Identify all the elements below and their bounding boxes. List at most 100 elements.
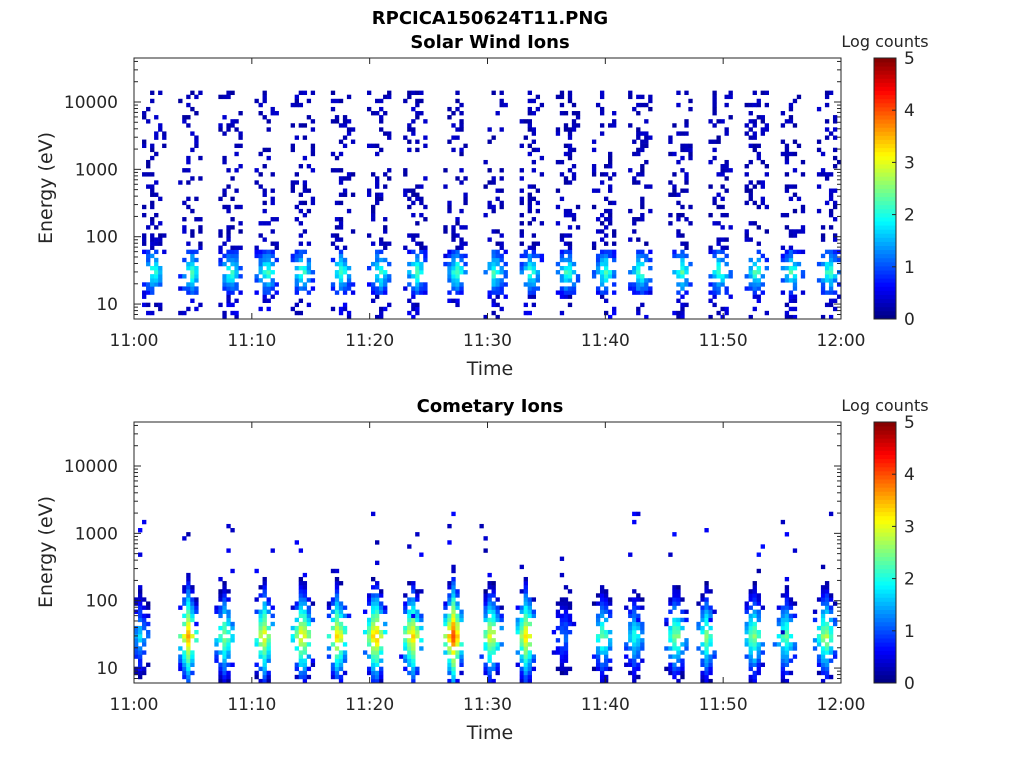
heatmap-cell — [375, 192, 380, 197]
heatmap-cell — [338, 253, 344, 259]
heatmap-cell — [186, 629, 191, 635]
heatmap-cell — [234, 286, 239, 291]
heatmap-cell — [776, 642, 782, 647]
colorbar-swatch — [874, 658, 896, 664]
heatmap-cell — [330, 98, 336, 104]
heatmap-cell — [644, 314, 649, 320]
heatmap-cell — [764, 90, 769, 96]
heatmap-cell — [138, 613, 143, 619]
heatmap-cell — [780, 650, 786, 655]
heatmap-cell — [539, 102, 545, 108]
heatmap-cell — [254, 597, 259, 602]
heatmap-cell — [342, 115, 348, 120]
heatmap-cell — [451, 265, 456, 271]
heatmap-cell — [780, 638, 786, 643]
heatmap-cell — [154, 270, 159, 275]
heatmap-cell — [756, 593, 761, 598]
heatmap-cell — [230, 225, 235, 230]
heatmap-cell — [326, 646, 332, 651]
colorbar-swatch — [874, 576, 896, 582]
heatmap-cell — [258, 265, 263, 271]
heatmap-cell — [636, 249, 641, 255]
heatmap-cell — [756, 155, 761, 161]
heatmap-cell — [788, 306, 794, 312]
heatmap-cell — [294, 278, 299, 283]
heatmap-cell — [680, 147, 685, 153]
heatmap-cell — [523, 119, 528, 124]
heatmap-cell — [290, 634, 295, 639]
heatmap-cell — [684, 90, 689, 96]
heatmap-cell — [559, 237, 565, 242]
heatmap-cell — [459, 253, 464, 259]
heatmap-cell — [483, 593, 488, 598]
heatmap-cell — [800, 159, 806, 165]
heatmap-cell — [146, 290, 151, 295]
heatmap-cell — [238, 135, 243, 140]
heatmap-cell — [443, 225, 448, 230]
heatmap-cell — [559, 111, 565, 116]
heatmap-cell — [628, 609, 633, 614]
heatmap-cell — [752, 678, 757, 684]
heatmap-cell — [451, 253, 456, 259]
heatmap-cell — [487, 572, 492, 578]
heatmap-cell — [632, 589, 637, 594]
heatmap-cell — [190, 282, 195, 287]
heatmap-cell — [142, 650, 147, 655]
heatmap-cell — [595, 638, 601, 643]
heatmap-cell — [531, 294, 537, 299]
heatmap-cell — [459, 102, 464, 108]
heatmap-cell — [298, 662, 304, 667]
heatmap-cell — [158, 127, 163, 132]
heatmap-cell — [527, 290, 532, 295]
heatmap-cell — [222, 192, 227, 197]
heatmap-cell — [515, 629, 520, 635]
heatmap-cell — [796, 94, 802, 100]
heatmap-cell — [684, 147, 689, 153]
colorbar-swatch — [874, 58, 896, 63]
heatmap-cell — [575, 274, 581, 279]
colorbar-swatch — [874, 180, 896, 185]
heatmap-cell — [371, 172, 376, 177]
heatmap-cell — [302, 601, 308, 606]
heatmap-cell — [563, 605, 569, 610]
heatmap-cell — [230, 253, 235, 259]
heatmap-cell — [198, 155, 203, 161]
heatmap-cell — [182, 589, 187, 594]
heatmap-cell — [226, 168, 231, 173]
heatmap-cell — [411, 609, 416, 614]
heatmap-cell — [334, 597, 340, 602]
heatmap-cell — [800, 208, 806, 214]
heatmap-cell — [194, 621, 199, 627]
heatmap-cell — [383, 184, 388, 189]
heatmap-cell — [792, 286, 798, 291]
heatmap-cell — [375, 111, 380, 116]
colorbar-swatch — [874, 487, 896, 492]
colorbar-swatch — [874, 470, 896, 476]
heatmap-cell — [680, 609, 685, 614]
heatmap-cell — [290, 147, 295, 153]
heatmap-cell — [515, 621, 520, 627]
heatmap-cell — [415, 102, 420, 108]
heatmap-cell — [644, 241, 649, 246]
heatmap-cell — [346, 613, 352, 619]
colorbar-swatch — [874, 94, 896, 100]
heatmap-cell — [447, 597, 452, 602]
heatmap-cell — [266, 257, 271, 263]
heatmap-cell — [258, 151, 263, 157]
heatmap-cell — [415, 192, 420, 197]
heatmap-cell — [266, 221, 271, 226]
heatmap-cell — [403, 666, 408, 672]
heatmap-cell — [411, 90, 416, 96]
heatmap-cell — [154, 115, 159, 120]
heatmap-cell — [640, 200, 645, 206]
heatmap-cell — [684, 253, 689, 259]
heatmap-cell — [756, 568, 761, 574]
heatmap-cell — [519, 617, 524, 623]
heatmap-cell — [712, 196, 717, 202]
colorbar-swatch — [874, 196, 896, 202]
colorbar-tick-label: 2 — [904, 570, 915, 590]
heatmap-cell — [676, 253, 681, 259]
heatmap-cell — [640, 290, 645, 295]
heatmap-cell — [455, 625, 460, 631]
heatmap-cell — [499, 200, 504, 206]
